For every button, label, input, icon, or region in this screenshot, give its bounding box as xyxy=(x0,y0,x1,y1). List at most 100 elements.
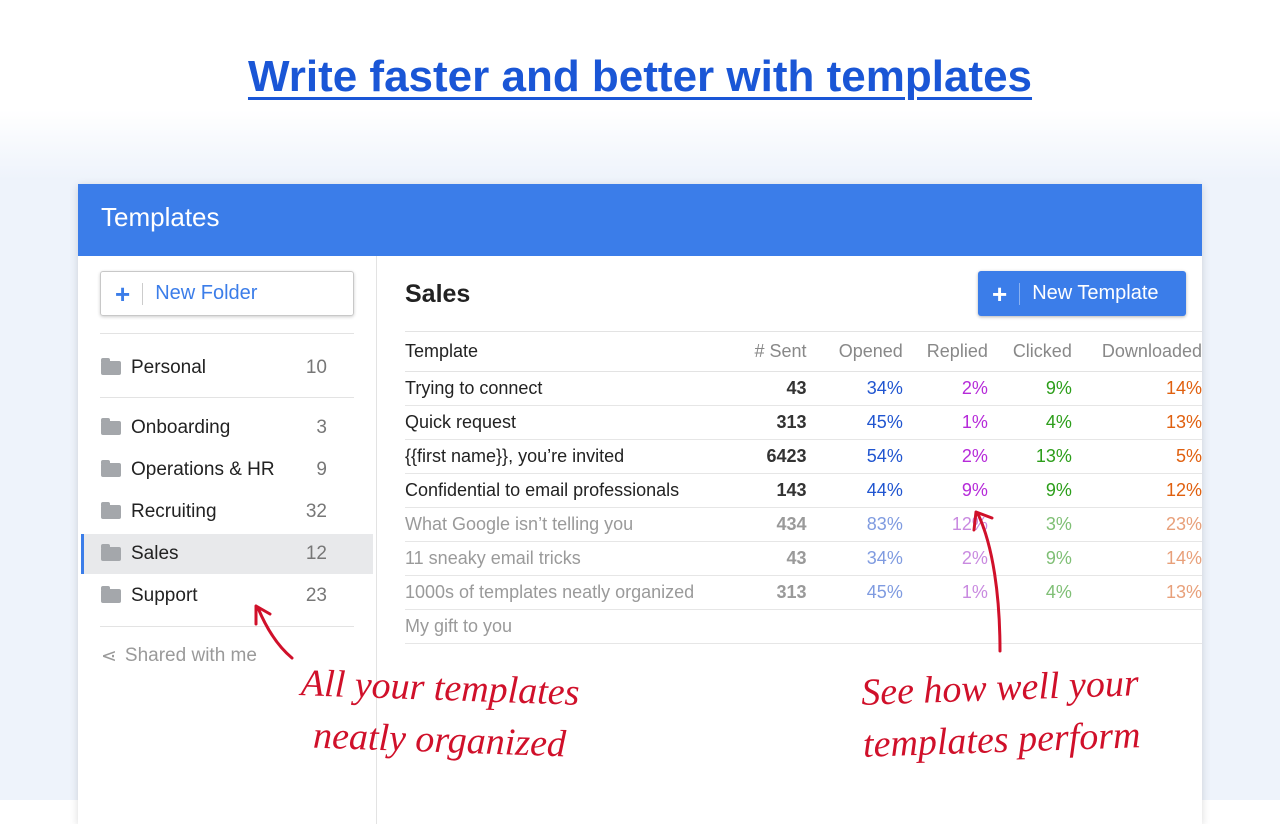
table-cell: 13% xyxy=(1071,575,1202,610)
table-cell xyxy=(1071,609,1202,644)
table-cell xyxy=(743,609,807,644)
table-cell: 1% xyxy=(902,575,988,610)
new-folder-button[interactable]: + New Folder xyxy=(100,271,354,316)
folder-count: 3 xyxy=(316,417,327,438)
folder-count: 12 xyxy=(305,543,327,564)
folder-count: 32 xyxy=(305,501,327,522)
table-cell: 9% xyxy=(902,473,988,508)
column-header[interactable]: Opened xyxy=(806,331,903,372)
table-cell: 34% xyxy=(806,541,903,576)
divider xyxy=(100,397,354,398)
shared-label: Shared with me xyxy=(124,645,257,666)
sidebar: + New Folder Personal 10 Onboarding 3 Operati… xyxy=(78,256,377,824)
folder-name: Recruiting xyxy=(131,501,217,522)
table-row[interactable]: Trying to connect 43 34% 2% 9% 14% xyxy=(405,371,1202,406)
folder-icon xyxy=(101,502,121,519)
column-header[interactable]: Clicked xyxy=(987,331,1072,372)
table-cell: 9% xyxy=(987,541,1072,576)
sidebar-item-folder[interactable]: Operations & HR 9 xyxy=(81,450,373,490)
table-row[interactable]: 1000s of templates neatly organized 313 45… xyxy=(405,575,1202,610)
table-cell: 4% xyxy=(987,575,1072,610)
table-cell: 23% xyxy=(1071,507,1202,542)
table-cell: 45% xyxy=(806,405,903,440)
share-icon: ⋖ xyxy=(101,645,117,667)
table-cell: 14% xyxy=(1071,371,1202,406)
table-cell: 11 sneaky email tricks xyxy=(405,541,744,576)
folder-count: 10 xyxy=(305,357,327,378)
table-cell: 54% xyxy=(806,439,903,474)
table-cell: 2% xyxy=(902,371,988,406)
folder-title: Sales xyxy=(405,280,471,308)
table-cell: Trying to connect xyxy=(405,371,744,406)
folder-icon xyxy=(101,418,121,435)
table-row[interactable]: What Google isn’t telling you 434 83% 12% 3%… xyxy=(405,507,1202,542)
table-cell: 5% xyxy=(1071,439,1202,474)
sidebar-item-folder[interactable]: Personal 10 xyxy=(81,348,373,388)
folder-icon xyxy=(101,544,121,561)
table-cell: 4% xyxy=(987,405,1072,440)
plus-icon: + xyxy=(992,281,1021,307)
divider xyxy=(100,333,354,334)
table-cell: 83% xyxy=(806,507,903,542)
column-header[interactable]: Downloaded xyxy=(1071,331,1202,372)
folder-name: Support xyxy=(131,585,198,606)
sidebar-item-folder[interactable]: Recruiting 32 xyxy=(81,492,373,532)
folder-icon xyxy=(101,358,121,375)
annotation-line: neatly organized xyxy=(312,714,567,766)
table-cell: 45% xyxy=(806,575,903,610)
plus-icon: + xyxy=(115,281,144,307)
table-cell: 13% xyxy=(987,439,1072,474)
new-folder-label: New Folder xyxy=(155,282,258,304)
sidebar-item-folder[interactable]: Support 23 xyxy=(81,576,373,616)
column-header[interactable]: Template xyxy=(405,331,744,372)
folder-name: Operations & HR xyxy=(131,459,275,480)
folder-icon xyxy=(101,586,121,603)
folder-icon xyxy=(101,460,121,477)
table-row[interactable]: My gift to you xyxy=(405,609,1202,644)
annotation-right: See how well your templates perform xyxy=(860,657,1141,771)
new-template-button[interactable]: + New Template xyxy=(978,271,1186,316)
folder-count: 23 xyxy=(305,585,327,606)
table-cell: 313 xyxy=(743,575,807,610)
table-cell xyxy=(902,609,988,644)
table-cell: 14% xyxy=(1071,541,1202,576)
table-cell: 43 xyxy=(743,541,807,576)
column-header[interactable]: # Sent xyxy=(743,331,807,372)
sidebar-item-shared[interactable]: ⋖ Shared with me xyxy=(81,636,373,676)
arrow-icon xyxy=(972,510,1002,653)
column-header[interactable]: Replied xyxy=(902,331,988,372)
table-cell: {{first name}}, you’re invited xyxy=(405,439,744,474)
table-cell xyxy=(987,609,1072,644)
table-cell: 3% xyxy=(987,507,1072,542)
table-cell: 9% xyxy=(987,371,1072,406)
table-cell: 2% xyxy=(902,439,988,474)
table-cell: 43 xyxy=(743,371,807,406)
table-cell xyxy=(806,609,903,644)
sidebar-item-folder[interactable]: Onboarding 3 xyxy=(81,408,373,448)
table-cell: 12% xyxy=(1071,473,1202,508)
folder-name: Sales xyxy=(131,543,179,564)
templates-table: Template # Sent Opened Replied Clicked Downlo… xyxy=(405,331,1202,644)
table-cell: 6423 xyxy=(743,439,807,474)
table-row[interactable]: Quick request 313 45% 1% 4% 13% xyxy=(405,405,1202,440)
table-cell: 143 xyxy=(743,473,807,508)
table-cell: 313 xyxy=(743,405,807,440)
table-cell: My gift to you xyxy=(405,609,744,644)
templates-app: Templates + New Folder Personal 10 Onboardi… xyxy=(78,184,1202,824)
table-row[interactable]: Confidential to email professionals 143 44… xyxy=(405,473,1202,508)
folder-name: Onboarding xyxy=(131,417,231,438)
divider xyxy=(100,626,354,627)
table-row[interactable]: {{first name}}, you’re invited 6423 54% 2% 1… xyxy=(405,439,1202,474)
annotation-line: templates perform xyxy=(862,714,1142,766)
headline: Write faster and better with templates xyxy=(247,52,1033,101)
table-row[interactable]: 11 sneaky email tricks 43 34% 2% 9% 14% xyxy=(405,541,1202,576)
sidebar-item-folder[interactable]: Sales 12 xyxy=(81,534,373,574)
annotation-line: All your templates xyxy=(300,662,581,714)
new-template-label: New Template xyxy=(1032,282,1159,304)
main-panel: Sales + New Template Template # Sent Opened… xyxy=(405,256,1202,824)
table-cell: 434 xyxy=(743,507,807,542)
table-cell: Quick request xyxy=(405,405,744,440)
folder-name: Personal xyxy=(131,357,206,378)
arrow-icon xyxy=(254,604,294,660)
table-cell: 2% xyxy=(902,541,988,576)
